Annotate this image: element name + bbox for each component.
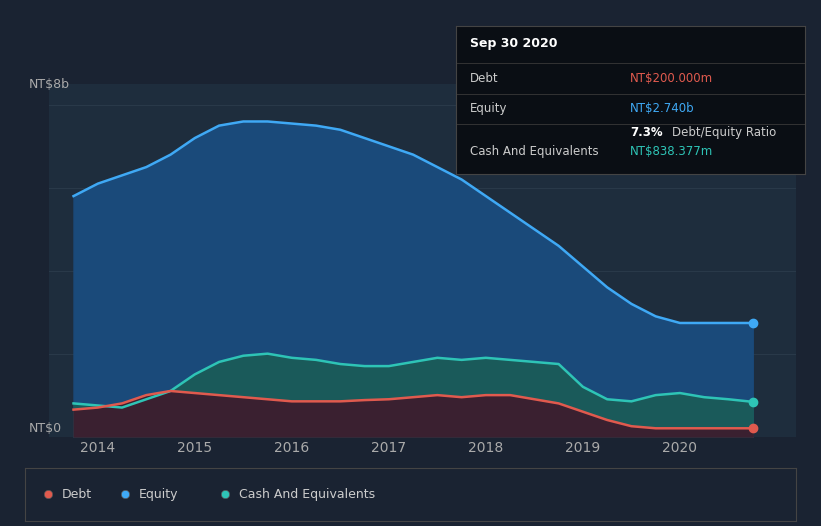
Text: NT$2.740b: NT$2.740b <box>631 102 695 115</box>
Text: Debt: Debt <box>470 72 498 85</box>
Text: Equity: Equity <box>470 102 507 115</box>
Text: 7.3%: 7.3% <box>631 126 663 139</box>
Text: Cash And Equivalents: Cash And Equivalents <box>470 145 599 158</box>
Text: Sep 30 2020: Sep 30 2020 <box>470 37 557 50</box>
Text: NT$838.377m: NT$838.377m <box>631 145 713 158</box>
Text: NT$8b: NT$8b <box>29 78 70 90</box>
Text: NT$200.000m: NT$200.000m <box>631 72 713 85</box>
Text: Cash And Equivalents: Cash And Equivalents <box>239 488 375 501</box>
Text: NT$0: NT$0 <box>29 422 62 435</box>
Text: Debt: Debt <box>62 488 92 501</box>
Text: Debt/Equity Ratio: Debt/Equity Ratio <box>672 126 776 139</box>
Text: Equity: Equity <box>139 488 178 501</box>
